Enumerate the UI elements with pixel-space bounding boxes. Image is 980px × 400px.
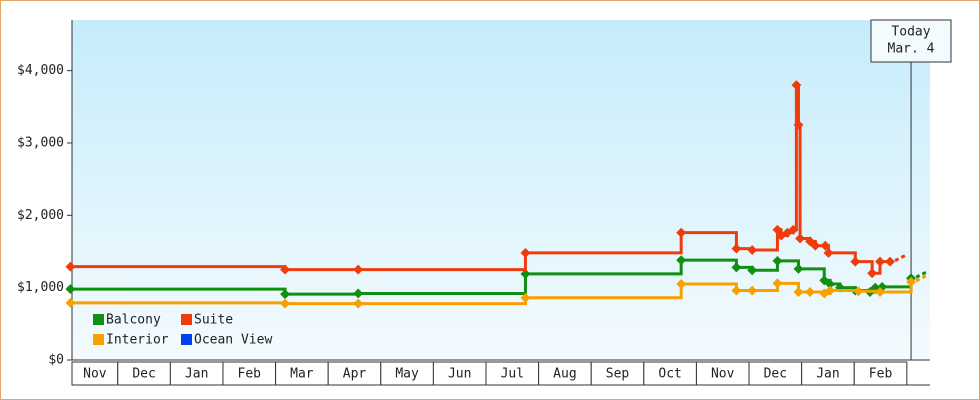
point-marker — [885, 256, 895, 267]
point-marker — [747, 245, 758, 255]
point-marker — [772, 255, 783, 266]
point-marker — [850, 256, 861, 267]
point-marker — [520, 247, 531, 258]
y-tick-label: $0 — [48, 353, 64, 368]
point-marker — [793, 119, 804, 130]
x-tick-label: Dec — [764, 367, 787, 382]
x-tick-label: Nov — [711, 367, 735, 382]
point-marker — [825, 279, 835, 289]
point-marker — [280, 264, 291, 275]
forecast-dash — [915, 274, 927, 283]
point-marker — [795, 233, 806, 244]
point-marker — [731, 285, 742, 296]
forecast-dash — [915, 270, 927, 279]
x-tick-label: Apr — [343, 367, 367, 382]
point-marker — [731, 262, 742, 273]
legend-swatch — [93, 334, 104, 345]
point-marker — [793, 287, 804, 297]
point-marker — [820, 240, 831, 251]
legend-label: Interior — [106, 333, 169, 348]
y-tick-label: $4,000 — [17, 63, 64, 78]
forecast-dash — [894, 254, 906, 262]
legend-swatch — [181, 314, 192, 325]
point-marker — [772, 278, 783, 289]
point-marker — [805, 287, 816, 297]
x-tick-label: Oct — [658, 367, 681, 382]
y-tick-label: $3,000 — [17, 135, 64, 150]
y-tick-label: $2,000 — [17, 208, 64, 223]
y-tick-label: $1,000 — [17, 280, 64, 295]
x-tick-label: May — [395, 367, 419, 382]
point-marker — [353, 288, 364, 299]
point-marker — [747, 265, 758, 276]
today-label: Mar. 4 — [888, 42, 935, 57]
x-tick-label: Sep — [606, 367, 630, 382]
x-tick-label: Jun — [448, 367, 471, 382]
point-marker — [853, 286, 864, 297]
legend-label: Balcony — [106, 313, 161, 328]
point-marker — [875, 256, 885, 267]
point-marker — [793, 263, 804, 274]
legend-swatch — [93, 314, 104, 325]
point-marker — [875, 287, 885, 297]
point-marker — [353, 298, 364, 309]
x-tick-label: Dec — [132, 367, 155, 382]
point-marker — [791, 80, 802, 91]
x-tick-label: Feb — [869, 367, 893, 382]
point-marker — [676, 279, 687, 289]
point-marker — [676, 227, 687, 238]
today-label: Today — [891, 25, 930, 40]
x-tick-label: Feb — [238, 367, 262, 382]
x-tick-label: Aug — [553, 367, 576, 382]
point-marker — [825, 285, 835, 296]
point-marker — [731, 243, 742, 254]
legend-label: Suite — [194, 313, 233, 328]
point-marker — [747, 285, 758, 296]
x-tick-label: Jan — [816, 367, 839, 382]
legend-swatch — [181, 334, 192, 345]
point-marker — [810, 240, 821, 251]
point-marker — [520, 268, 531, 279]
point-marker — [280, 289, 291, 300]
point-marker — [353, 264, 364, 275]
point-marker — [280, 298, 291, 309]
point-marker — [867, 268, 878, 279]
legend-label: Ocean View — [194, 333, 272, 348]
point-marker — [676, 255, 687, 266]
point-marker — [788, 224, 799, 235]
x-tick-label: Jul — [501, 367, 524, 382]
point-marker — [906, 276, 917, 287]
x-tick-label: Jan — [185, 367, 208, 382]
point-marker — [823, 247, 834, 258]
point-marker — [520, 292, 531, 303]
x-tick-label: Mar — [290, 367, 314, 382]
x-tick-label: Nov — [83, 367, 107, 382]
today-box — [870, 19, 952, 63]
